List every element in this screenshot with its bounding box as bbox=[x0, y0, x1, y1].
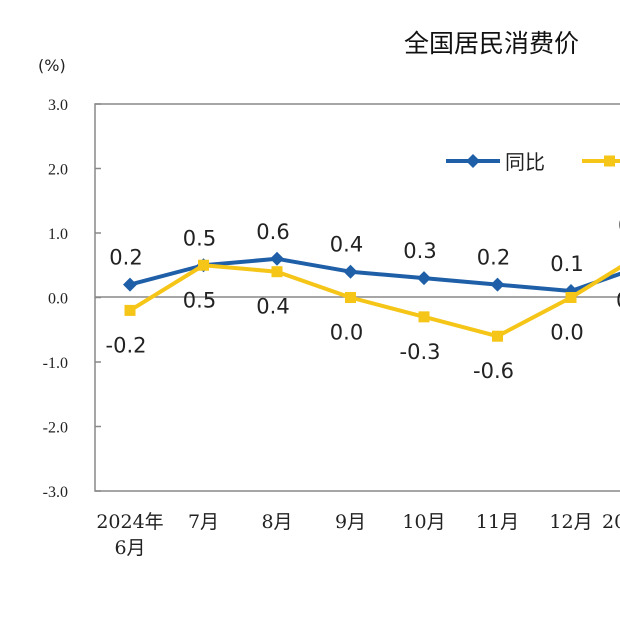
x-tick-label: 20 bbox=[602, 511, 620, 533]
series-layer bbox=[123, 251, 620, 342]
data-point-diamond bbox=[417, 271, 431, 286]
data-label-series-0: 0.5 bbox=[183, 226, 216, 250]
x-tick-label: 10月 bbox=[402, 511, 445, 533]
data-point-square bbox=[565, 292, 577, 303]
data-labels: 0.2 -0.2 0.5 0.5 0.6 0.4 0.4 0.0 0.3 -0.3 0.2 -0.6 0… bbox=[106, 213, 620, 383]
data-label-series-0: 0.6 bbox=[256, 220, 289, 244]
data-point-square bbox=[418, 311, 430, 323]
legend-marker-series-0 bbox=[466, 154, 480, 168]
legend-label-series-0: 同比 bbox=[505, 150, 545, 174]
y-tick-label: 0.0 bbox=[48, 291, 68, 308]
series-line-0 bbox=[129, 256, 620, 294]
data-label-series-1: 0.0 bbox=[550, 321, 583, 345]
chart-title: 全国居民消费价 bbox=[404, 29, 579, 58]
y-tick-label: 2.0 bbox=[48, 162, 68, 179]
x-tick-label: 6月 bbox=[114, 537, 145, 559]
y-tick-label: 1.0 bbox=[48, 226, 68, 243]
data-point-square bbox=[124, 304, 136, 316]
data-point-square bbox=[198, 259, 209, 271]
y-tick-label: 3.0 bbox=[48, 97, 68, 114]
legend-marker-series-1 bbox=[604, 155, 615, 167]
data-point-diamond bbox=[270, 251, 284, 266]
x-axis: 2024年 6月 7月 8月 9月 10月 11月 12月 20 bbox=[96, 511, 620, 559]
data-point-diamond bbox=[123, 277, 137, 292]
data-label-series-0: 0.2 bbox=[477, 246, 510, 270]
data-label-series-1: 0.5 bbox=[183, 288, 216, 312]
x-tick-label: 2024年 bbox=[96, 511, 163, 533]
data-label-series-1: -0.3 bbox=[400, 340, 441, 364]
data-label-series-0: 0 bbox=[618, 213, 620, 237]
data-label-series-0: 0.3 bbox=[403, 239, 436, 263]
data-label-series-1: 0 bbox=[616, 288, 620, 312]
y-tick-label: -3.0 bbox=[43, 484, 68, 501]
y-tick-label: -1.0 bbox=[43, 355, 68, 372]
y-unit-label: (%) bbox=[38, 56, 66, 75]
data-point-square bbox=[271, 266, 283, 278]
x-tick-label: 8月 bbox=[261, 511, 292, 533]
data-label-series-0: 0.2 bbox=[109, 246, 142, 270]
x-tick-label: 12月 bbox=[549, 511, 592, 533]
x-tick-label: 11月 bbox=[476, 511, 519, 533]
data-point-diamond bbox=[343, 264, 358, 279]
y-tick-label: -2.0 bbox=[43, 420, 68, 437]
data-point-diamond bbox=[490, 277, 505, 292]
x-tick-label: 9月 bbox=[335, 511, 366, 533]
y-axis: 3.0 2.0 1.0 0.0 -1.0 -2.0 -3.0 bbox=[43, 97, 101, 501]
data-label-series-1: 0.0 bbox=[330, 321, 363, 345]
x-tick-label: 7月 bbox=[188, 511, 219, 533]
series-line-1 bbox=[128, 263, 620, 339]
data-label-series-1: -0.6 bbox=[473, 359, 514, 383]
data-label-series-1: -0.2 bbox=[106, 333, 147, 357]
data-label-series-0: 0.1 bbox=[550, 252, 583, 276]
legend: 同比 bbox=[446, 150, 620, 174]
data-point-square bbox=[492, 330, 503, 342]
data-point-square bbox=[345, 292, 356, 303]
data-label-series-0: 0.4 bbox=[330, 233, 363, 257]
data-label-series-1: 0.4 bbox=[256, 295, 289, 319]
